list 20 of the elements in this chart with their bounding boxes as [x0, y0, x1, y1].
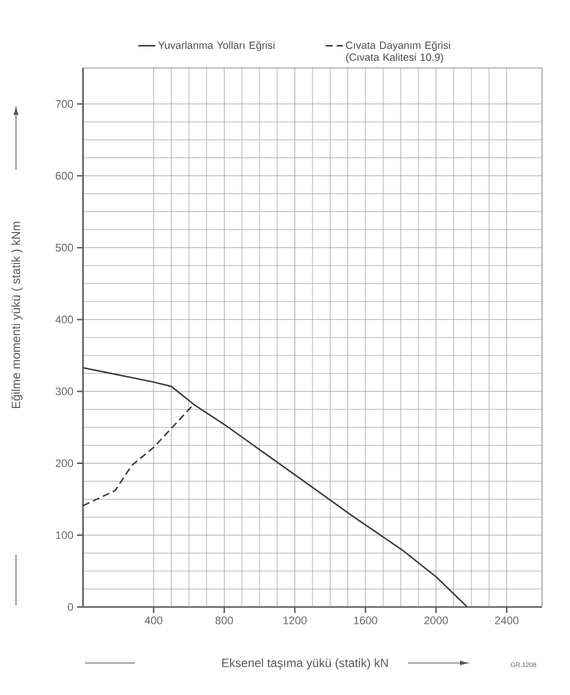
y-tick-label: 100	[56, 531, 74, 540]
x-tick-label: 2400	[495, 616, 518, 624]
y-tick-label: 700	[56, 100, 74, 108]
y-tick-label: 300	[56, 388, 74, 396]
legend-label: Yuvarlanma Yolları Eğrisi	[158, 41, 274, 52]
y-tick-label: 500	[56, 244, 74, 252]
y-tick-label: 0	[68, 603, 74, 611]
y-tick-label: 200	[56, 459, 74, 468]
x-tick-label: 2000	[424, 616, 448, 624]
x-tick-label: 1600	[354, 616, 378, 624]
x-tick-label: 1200	[283, 616, 307, 624]
y-tick-label: 600	[56, 172, 74, 180]
x-axis-title: Eksenel taşıma yükü (statik) kN	[222, 658, 388, 670]
legend-label: Cıvata Dayanım Eğrisi (Cıvata Kalitesi 10.9)	[346, 41, 450, 63]
y-tick-label: 400	[55, 316, 74, 324]
line-series	[83, 404, 194, 506]
x-tick-label: 800	[216, 616, 233, 624]
x-tick-label: 400	[144, 616, 162, 624]
y-axis-title: Eğilme momenti yükü ( statik ) kNm	[11, 222, 22, 408]
line-series	[83, 366, 468, 607]
